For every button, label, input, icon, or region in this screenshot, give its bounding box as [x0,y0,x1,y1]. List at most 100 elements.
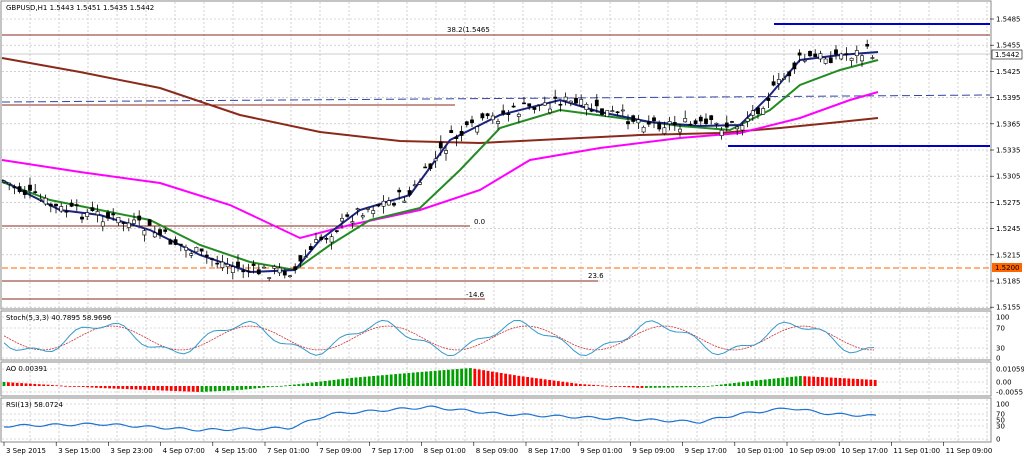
candle-body [667,121,672,125]
ao-bar [108,386,111,389]
candle-body [860,55,864,62]
candle-body [480,113,485,119]
candle-body [761,108,766,115]
candle-body [210,258,214,260]
ao-bar [851,378,855,386]
candle-body [828,57,833,64]
ao-bar [125,386,129,390]
candle-body [386,200,391,206]
candle-body [241,270,246,273]
candle-body [74,204,79,207]
ao-bar [451,369,455,386]
ao-bar [161,386,164,391]
candle-body [433,158,438,162]
candle-body [730,121,734,123]
ohlc-values: 1.5443 1.5451 1.5435 1.5442 [50,4,155,12]
price-axis: 1.5485 1.5455 1.5425 1.5395 1.5365 1.5335 1.53… [990,16,1024,444]
time-tick-label: 10 Sep 09:00 [789,447,836,455]
candle-body [854,50,859,56]
candle-body [797,52,802,56]
candle-body [360,215,365,218]
candle-body [506,113,511,115]
ao-bar [812,376,815,386]
price-tick-label: 1.5155 [996,304,1021,312]
fib-label-top: 38.2(1.5465 [447,26,490,34]
level-label: 0 [996,355,1000,363]
candle-body [542,102,547,106]
ao-bar [42,384,45,386]
ao-bar [29,383,32,386]
ao-bar [244,386,248,390]
candle-body [111,213,116,216]
ao-bar [455,369,459,386]
ao-bar [755,380,758,386]
candle-body [371,210,376,214]
ao-bar [856,378,859,386]
price-tick-label: 1.5335 [996,147,1021,155]
price-tick-label: 1.5395 [996,94,1021,102]
ao-bar [737,382,741,386]
candle-body [215,262,220,265]
ao-bar [420,371,424,386]
candle-body [740,125,745,131]
price-tick-label: 1.5365 [996,120,1021,128]
ao-bar [372,375,375,386]
candle-body [85,212,90,217]
ao-bar [609,386,613,387]
ao-bar [350,377,353,386]
ao-bar [561,381,565,386]
level-label: 0.00 [996,379,1012,387]
ao-bar [618,386,622,387]
ao-bar [460,368,463,386]
candle-body [553,96,558,99]
candle-body [792,62,797,70]
ao-histogram [2,368,877,392]
candle-body [641,126,646,133]
ao-bar [297,384,301,386]
candle-body [865,44,870,47]
ao-bar [288,385,292,386]
candle-body [709,115,714,121]
candle-body [631,115,636,122]
ao-bar [873,379,877,386]
candle-body [776,79,781,84]
candle-body [251,263,256,266]
ao-bar [381,375,384,386]
ao-bar [95,386,98,388]
candle-body [199,248,204,252]
ao-bar [112,386,116,389]
candle-body [698,116,703,122]
ao-bar [301,383,305,386]
candle-body [683,118,688,123]
ao-bar [385,374,389,386]
candle-body [267,277,272,279]
candle-body [33,191,38,193]
ao-bar [51,385,54,386]
stoch-panel[interactable] [0,310,992,361]
candle-body [464,121,469,126]
ao-bar [785,377,789,386]
candle-body [262,266,266,269]
ao-bar [768,379,771,386]
ao-bar [86,386,89,388]
ao-bar [667,386,670,388]
ao-bar [90,386,94,388]
time-tick-label: 4 Sep 07:00 [163,447,205,455]
ao-bar [614,386,617,387]
candle-body [428,163,433,169]
ao-bar [59,385,63,387]
ao-bar [222,386,226,391]
ao-bar [865,379,868,386]
ao-bar [671,386,675,388]
level-label: 50 [996,417,1005,425]
candle-body [204,254,209,257]
candle-body [345,214,350,217]
ao-bar [847,378,851,386]
main-panel[interactable] [0,0,992,310]
time-tick-label: 11 Sep 01:00 [893,447,940,455]
candle-body [745,118,750,122]
candle-body [818,53,823,60]
level-label: 30 [996,345,1005,353]
candle-body [340,218,344,222]
